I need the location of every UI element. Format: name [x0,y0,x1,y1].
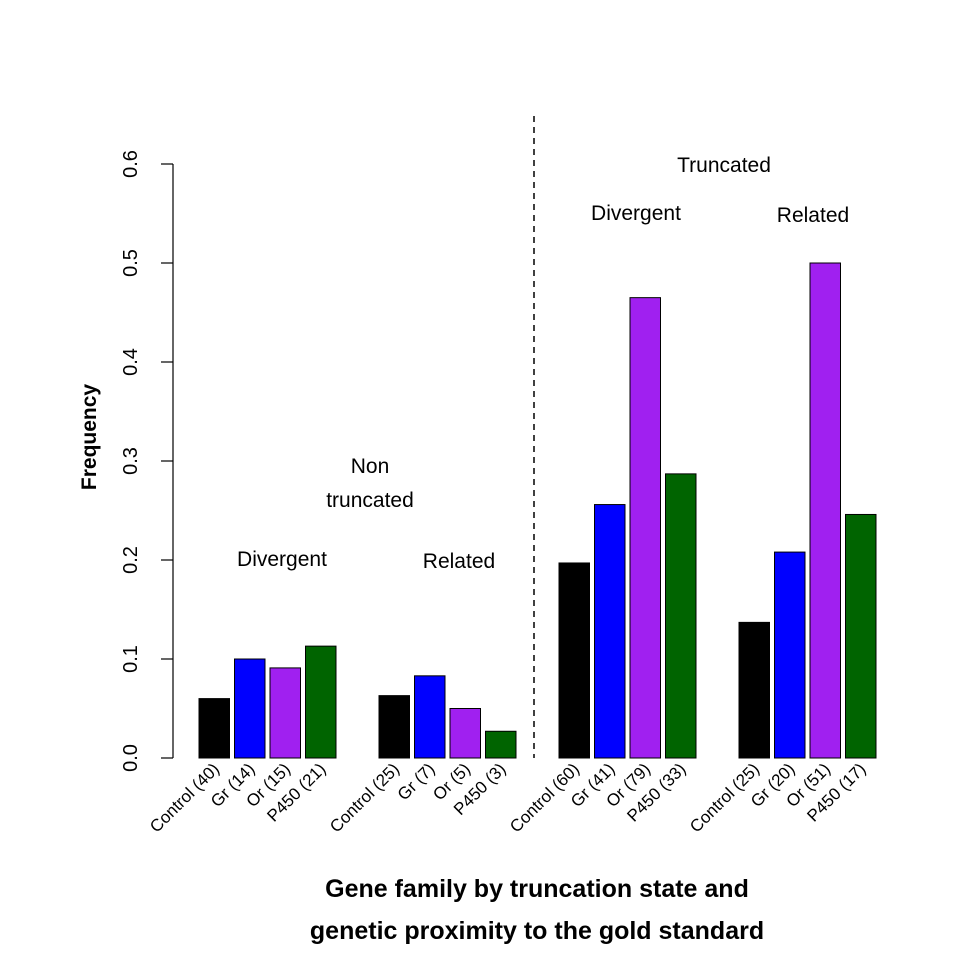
bar-gr [774,551,806,759]
group-label-trunc-related: Related [777,204,849,227]
y-tick-label: 0.0 [120,744,142,772]
bar-control [378,695,410,759]
x-axis-title-line1: Gene family by truncation state and [325,875,749,903]
bar-or [629,297,661,759]
category-label: Control (25) [326,759,403,836]
category-label: Gr (7) [394,759,439,804]
x-axis-title-line2: genetic proximity to the gold standard [310,917,764,945]
bar-gr [594,504,626,759]
bar-p450 [845,513,877,759]
annotation-truncated: Truncated [677,154,771,177]
bar-control [198,698,230,759]
y-tick-label: 0.6 [120,150,142,178]
annotation-truncated-lower: truncated [326,489,414,512]
annotation-non: Non [351,455,390,478]
y-axis-title: Frequency [78,384,101,491]
bar-p450 [485,730,517,759]
bar-series [198,262,877,759]
y-tick-label: 0.2 [120,546,142,574]
bar-gr [234,658,266,759]
bar-or [269,667,301,759]
category-labels: Control (40)Gr (14)Or (15)P450 (21)Contr… [146,759,869,836]
group-label-nontrunc-related: Related [423,550,495,573]
group-label-trunc-divergent: Divergent [591,202,681,225]
bar-or [809,262,841,759]
bar-or [449,708,481,759]
bar-control [738,621,770,759]
group-label-nontrunc-divergent: Divergent [237,548,327,571]
y-tick-label: 0.5 [120,249,142,277]
bar-control [558,562,590,759]
y-tick-label: 0.1 [120,645,142,673]
bar-p450 [305,645,337,759]
y-tick-label: 0.3 [120,447,142,475]
bar-gr [414,675,446,759]
y-axis: 0.0 0.1 0.2 0.3 0.4 0.5 0.6 [120,150,174,772]
bar-p450 [665,473,697,759]
y-tick-label: 0.4 [120,348,142,376]
